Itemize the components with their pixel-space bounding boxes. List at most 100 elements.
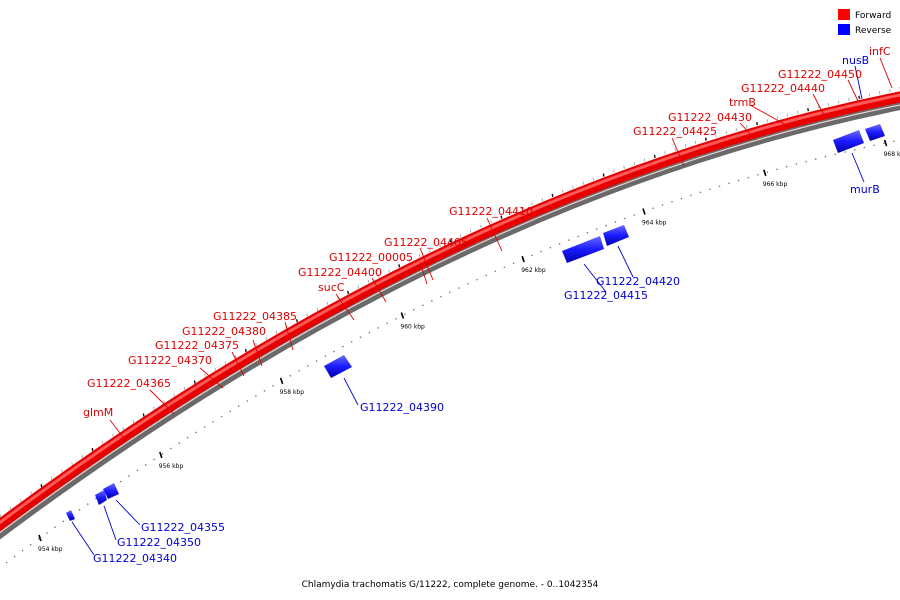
track-tick [878,91,881,95]
track-tick [582,181,584,185]
reverse-gene-arrow[interactable] [603,225,629,246]
forward-gene-label[interactable]: G11222_04430 [668,111,752,124]
forward-gene-label[interactable]: G11222_04400 [298,266,382,279]
scale-tick-label: 962 kbp [521,267,546,274]
reverse-gene-label[interactable]: G11222_04420 [596,275,680,288]
track-tick [613,169,615,173]
scale-tick-mark [38,534,42,542]
scale-tick-mark [642,208,646,215]
track-tick [204,373,206,378]
track-tick [633,162,635,166]
scale-tick-label: 964 kbp [642,220,667,227]
forward-leader-lines [109,57,893,442]
track-tick [295,319,298,323]
track-tick [889,89,891,93]
reverse-gene-arrow[interactable] [95,490,107,505]
track-tick [142,413,145,417]
forward-gene-label[interactable]: G11222_00005 [329,251,413,264]
reverse-gene-arrow[interactable] [865,124,885,141]
forward-gene-label[interactable]: sucC [318,281,345,294]
reverse-gene-label[interactable]: murB [850,183,880,196]
reverse-gene-label[interactable]: G11222_04340 [93,552,177,565]
track-tick [357,285,359,289]
track-tick [183,386,186,391]
track-tick [694,140,697,145]
track-tick [776,116,779,120]
reverse-gene-arrow[interactable] [562,236,604,263]
legend: Forward Reverse [838,9,892,36]
genome-track [0,91,900,569]
scale-tick-label: 966 kbp [763,181,788,188]
track-tick [868,93,871,97]
track-tick [827,102,830,107]
track-tick [265,336,267,341]
track-shadow [0,93,900,540]
forward-gene-label[interactable]: G11222_04440 [741,82,825,95]
reverse-gene-arrow[interactable] [324,355,352,378]
track-tick [112,433,114,438]
track-tick [10,506,12,510]
track-tick [224,361,227,365]
track-tick [163,400,165,404]
reverse-features [66,124,885,521]
forward-gene-label[interactable]: glmM [83,406,113,419]
forward-gene-label[interactable]: trmB [729,96,756,109]
track-tick [439,244,441,248]
scale-tick-label: 954 kbp [38,546,63,553]
track-tick [132,420,135,424]
track-tick [153,406,155,410]
track-tick [20,499,22,503]
forward-gene-label[interactable]: G11222_04380 [182,325,266,338]
track-tick [30,491,32,495]
track-tick [0,514,2,518]
reverse-gene-arrow[interactable] [833,130,864,153]
reverse-gene-label[interactable]: G11222_04390 [360,401,444,414]
forward-gene-label[interactable]: G11222_04410 [449,205,533,218]
forward-gene-label[interactable]: G11222_04385 [213,310,297,323]
forward-gene-label[interactable]: G11222_04450 [778,68,862,81]
track-tick [367,280,370,284]
reverse-gene-label[interactable]: G11222_04415 [564,289,648,302]
track-tick [459,234,462,238]
track-tick [91,447,94,452]
track-inner-line [0,104,900,534]
track-tick [429,249,431,253]
track-tick [623,165,625,169]
track-tick [838,100,840,104]
track-tick [664,151,666,155]
track-tick [674,147,676,151]
reverse-gene-label[interactable]: G11222_04350 [117,536,201,549]
track-tick [735,128,738,132]
legend-reverse-swatch [838,24,850,35]
forward-gene-label[interactable]: infC [869,45,891,58]
track-tick [858,95,861,99]
track-tick [704,137,707,141]
scale-ticks: 954 kbp 956 kbp 958 kbp 960 kbp 962 kbp 964 k… [0,86,900,553]
track-tick [848,98,850,102]
forward-gene-label[interactable]: G11222_04425 [633,125,717,138]
scale-tick-label: 968 kbp [884,151,900,158]
track-tick [562,189,564,193]
track-tick [521,206,523,210]
reverse-gene-arrow[interactable] [103,483,119,499]
forward-gene-label[interactable]: G11222_04365 [87,377,171,390]
scale-tick-label: 960 kbp [400,324,425,331]
forward-gene-label[interactable]: G11222_04405 [384,236,468,249]
track-tick [306,313,308,317]
track-tick [193,380,196,384]
reverse-gene-label[interactable]: G11222_04355 [141,521,225,534]
track-tick [234,355,237,359]
forward-gene-label[interactable]: G11222_04370 [128,354,212,367]
track-tick [316,307,319,311]
track-tick [408,259,411,263]
forward-gene-label[interactable]: G11222_04375 [155,339,239,352]
track-tick [347,290,350,295]
track-tick [592,177,595,181]
track-tick [81,455,83,459]
track-tick [746,125,748,129]
scale-tick-mark [279,377,284,385]
track-tick [715,134,717,138]
reverse-gene-label[interactable]: nusB [842,54,869,67]
reverse-gene-arrow[interactable] [66,510,75,521]
